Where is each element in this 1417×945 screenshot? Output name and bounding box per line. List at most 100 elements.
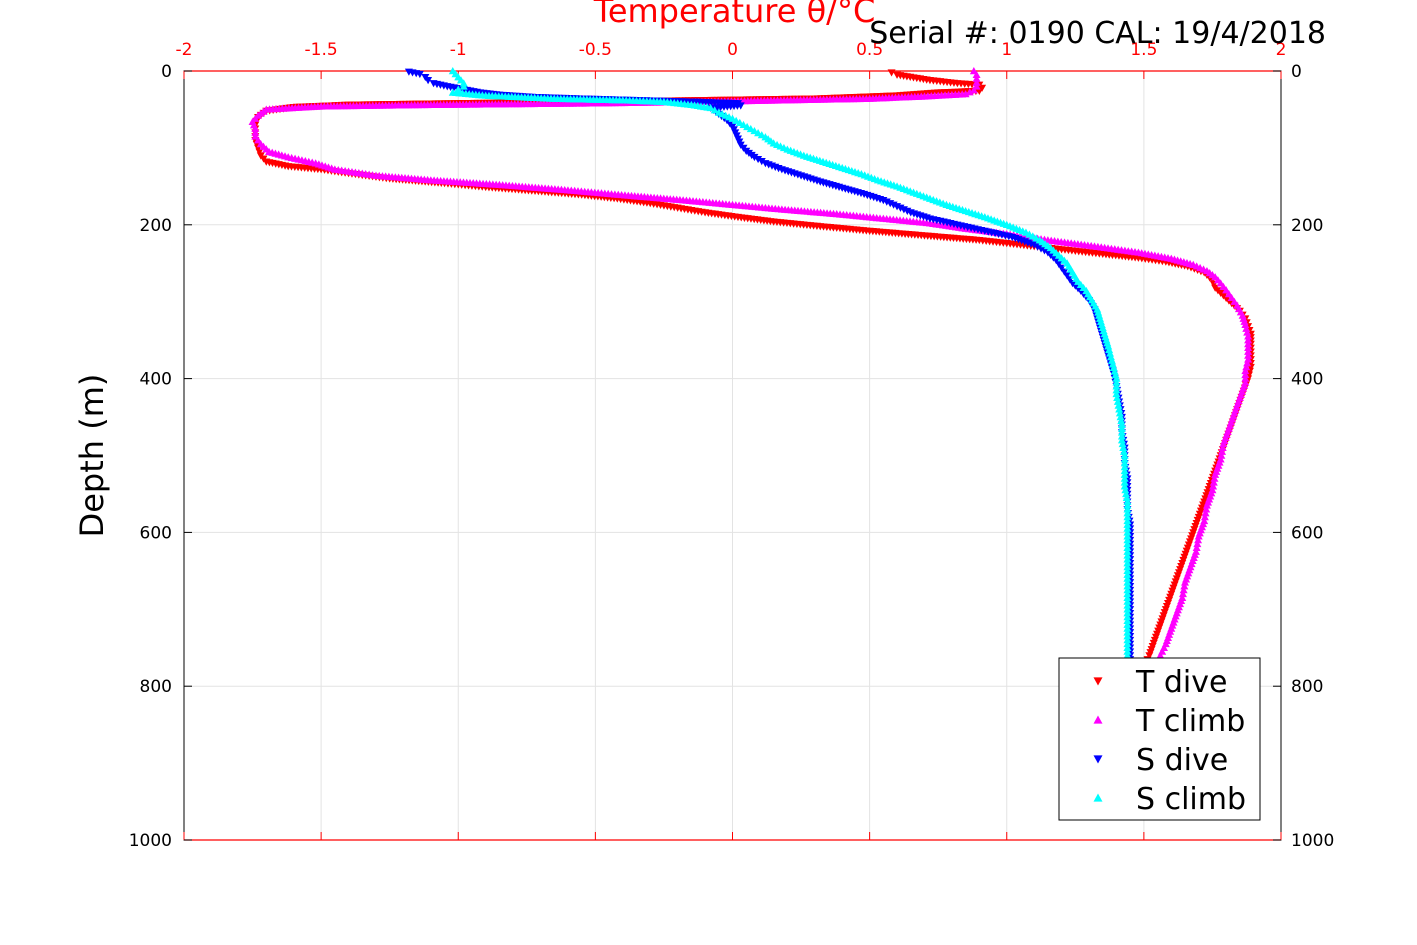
data-point [1242,324,1251,332]
data-point [1123,636,1132,644]
data-point [1106,349,1115,357]
y-tick-label-left: 0 [161,62,172,82]
data-point [1200,513,1209,521]
data-point [1123,639,1132,648]
legend-label: T climb [1135,704,1245,739]
data-point [1117,428,1126,436]
data-point [1030,241,1039,249]
data-point [1181,578,1190,586]
data-point [1211,470,1220,478]
data-point [965,88,974,96]
data-point [1123,578,1132,586]
data-point [1120,474,1129,482]
data-point [1241,370,1250,378]
data-point [1218,443,1227,452]
data-point [1123,563,1132,571]
data-point [1123,624,1132,632]
y-tick-label-left: 800 [140,677,172,697]
data-point [1244,355,1253,363]
data-point [1123,612,1132,621]
data-point [251,128,260,136]
x-tick-label: -1 [450,40,467,60]
x-tick-label: -2 [176,40,193,60]
x-tick-label: 0 [727,40,738,60]
data-point [754,155,763,164]
data-point [415,70,424,79]
chart-title: Serial #: 0190 CAL: 19/4/2018 [869,16,1326,51]
y-tick-label-right: 400 [1291,370,1323,390]
data-point [1241,320,1250,328]
data-point [1202,505,1211,513]
data-point [1120,482,1129,490]
data-point [1244,343,1253,352]
data-point [1202,501,1211,509]
data-point [1192,543,1201,551]
data-point [1243,359,1252,367]
data-point [1244,332,1253,340]
legend-label: T dive [1135,665,1227,700]
x-tick-label: 0.5 [856,40,883,60]
data-point [1123,620,1132,628]
data-point [1210,474,1219,482]
data-point [1105,345,1114,354]
data-point [1040,247,1049,255]
data-point [1109,363,1118,372]
data-point [1123,589,1132,598]
y-tick-label-left: 200 [140,216,172,236]
data-point [757,158,766,166]
data-point [1115,409,1124,417]
y-tick-label-right: 1000 [1291,831,1334,851]
data-point [1120,466,1129,475]
data-point [710,106,719,114]
data-point [1112,386,1121,394]
data-point [1123,582,1132,590]
data-point [1123,570,1132,578]
legend-box [1058,657,1261,821]
series-t-dive [251,69,1255,671]
data-point [1123,520,1132,528]
data-point [1217,451,1226,459]
data-point [1112,382,1121,390]
data-point [1054,260,1063,269]
data-point [1244,347,1253,355]
data-point [1113,397,1122,405]
data-point [1241,374,1250,382]
data-point [1145,652,1154,660]
data-point [1244,351,1253,359]
data-point [1209,482,1218,490]
data-point [750,153,759,162]
data-point [1123,643,1132,651]
data-point [1063,272,1072,280]
y-tick-label-right: 0 [1291,62,1302,82]
data-point [1244,339,1253,348]
data-point [1118,439,1127,448]
data-point [1194,536,1203,544]
data-point [972,70,981,79]
data-point [1123,597,1132,605]
data-point [1123,497,1132,505]
data-point [1106,353,1115,361]
data-point [1123,628,1132,636]
data-point [1120,459,1129,467]
legend-item: T dive [1093,665,1227,700]
data-point [1123,501,1132,509]
data-point [1178,589,1187,598]
y-tick-label-left: 1000 [129,831,172,851]
data-series [248,67,1255,671]
data-point [1194,532,1203,540]
data-point [1120,478,1129,486]
data-point [1117,436,1126,444]
x-tick-label: -0.5 [579,40,612,60]
data-point [1123,559,1132,567]
data-point [1112,389,1121,398]
data-point [1123,651,1132,659]
series-t-climb [248,67,1253,659]
data-point [1111,371,1120,379]
legend-label: S climb [1136,782,1246,817]
data-point [1180,582,1189,590]
data-point [887,69,896,77]
data-point [1117,432,1126,440]
data-point [1201,509,1210,517]
data-point [1117,420,1126,428]
data-point [1115,405,1124,413]
